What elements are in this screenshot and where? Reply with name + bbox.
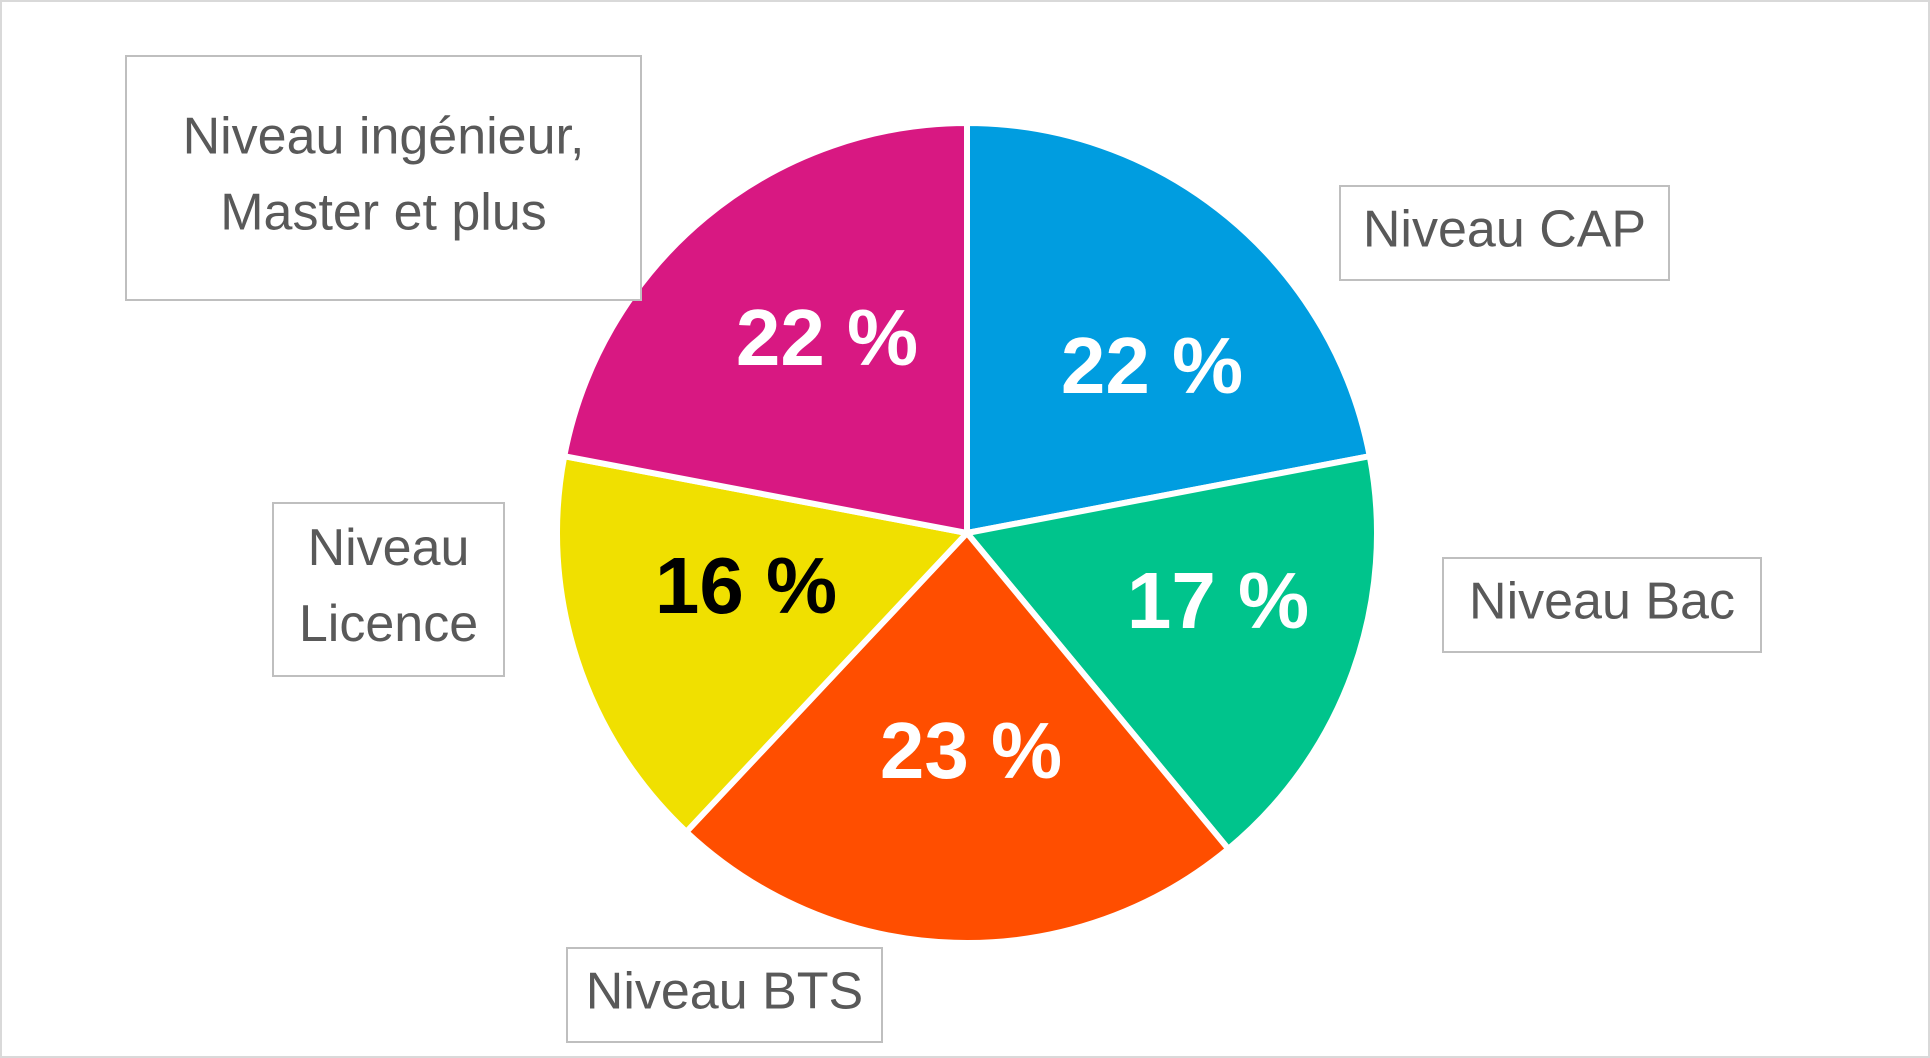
category-label-text: Niveau Bac <box>1469 573 1735 631</box>
category-label-niveau-cap: Niveau CAP <box>1339 185 1670 281</box>
category-label-text: Niveau ingénieur, <box>183 108 585 166</box>
value-label-niveau-bts: 23 % <box>880 706 1062 795</box>
category-label-niveau-licence: Niveau Licence <box>272 502 505 677</box>
category-label-box <box>272 502 505 677</box>
category-label-text: Niveau CAP <box>1363 201 1646 259</box>
category-label-box <box>1442 557 1762 653</box>
value-label-niveau-ingenieur-master-et-plus: 22 % <box>736 293 918 382</box>
category-label-text: Master et plus <box>220 184 547 242</box>
pie-slice-niveau-cap <box>964 120 1373 536</box>
pie-slice-niveau-bts <box>683 530 1232 946</box>
category-label-niveau-ingenieur-master-et-plus: Niveau ingénieur, Master et plus <box>125 55 642 301</box>
category-label-text: Licence <box>299 595 478 653</box>
category-label-box <box>566 947 883 1043</box>
category-label-box <box>1339 185 1670 281</box>
pie-category-labels: Niveau CAP Niveau Bac Niveau BTS Niveau Lice… <box>125 55 1762 1043</box>
pie-slice-niveau-ingenieur-master-et-plus <box>561 120 970 536</box>
pie-slices <box>554 120 1380 946</box>
category-label-text: Niveau <box>308 519 470 577</box>
category-label-niveau-bac: Niveau Bac <box>1442 557 1762 653</box>
value-label-niveau-licence: 16 % <box>655 541 837 630</box>
pie-slice-niveau-bac <box>964 453 1380 852</box>
category-label-text: Niveau BTS <box>586 963 863 1021</box>
pie-slice-niveau-licence <box>554 453 970 835</box>
value-label-niveau-bac: 17 % <box>1127 556 1309 645</box>
value-label-niveau-cap: 22 % <box>1061 321 1243 410</box>
pie-value-labels: 22 % 17 % 23 % 16 % 22 % <box>655 293 1309 795</box>
category-label-niveau-bts: Niveau BTS <box>566 947 883 1043</box>
category-label-box <box>125 55 642 301</box>
